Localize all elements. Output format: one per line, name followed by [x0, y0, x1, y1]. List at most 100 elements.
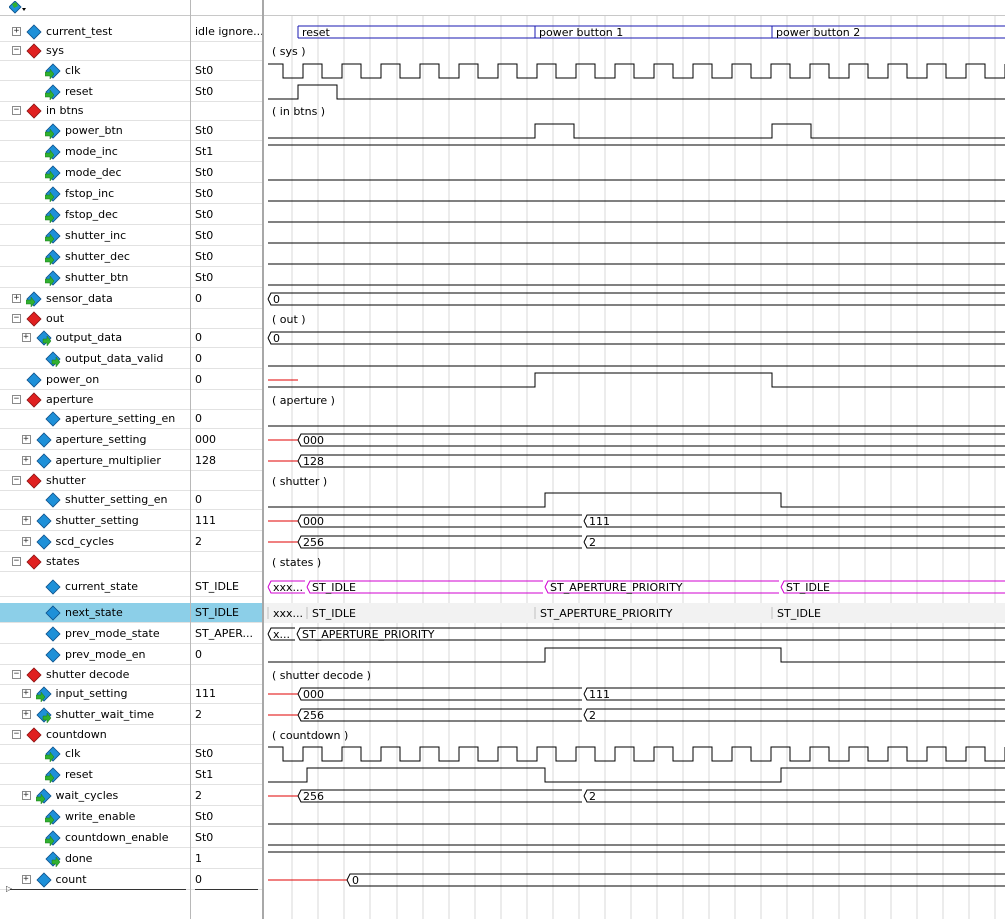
signal-value-row[interactable]: 0 [191, 370, 262, 390]
collapse-icon[interactable]: − [12, 556, 21, 566]
signal-value-row[interactable]: St1 [191, 765, 262, 785]
collapse-icon[interactable]: − [12, 45, 21, 55]
signal-value-row[interactable]: 0 [191, 490, 262, 510]
collapse-icon[interactable]: − [12, 313, 21, 323]
signal-row[interactable]: prev_mode_en [0, 645, 190, 665]
signal-value-row[interactable]: 2 [191, 786, 262, 806]
signal-row[interactable]: next_state [0, 603, 190, 623]
signal-row[interactable]: − out [0, 309, 190, 329]
expand-icon[interactable]: + [21, 790, 31, 800]
waveform-pane[interactable]: reset power button 1 power button 2 ( sys )… [264, 16, 1005, 919]
signal-value-row[interactable]: 0 [191, 409, 262, 429]
signal-value-row[interactable]: St0 [191, 82, 262, 102]
signal-value-row[interactable] [191, 665, 262, 685]
signal-row[interactable]: + aperture_multiplier [0, 451, 190, 471]
signal-row[interactable]: countdown_enable [0, 828, 190, 848]
signal-row[interactable]: power_on [0, 370, 190, 390]
expand-icon[interactable]: + [21, 874, 31, 884]
signal-value-row[interactable] [191, 101, 262, 121]
signal-value-row[interactable]: 128 [191, 451, 262, 471]
signal-row[interactable]: current_state [0, 577, 190, 597]
signal-row[interactable]: − in btns [0, 101, 190, 121]
expand-icon[interactable]: + [21, 709, 31, 719]
expand-icon[interactable]: + [21, 332, 31, 342]
signal-row[interactable]: + count [0, 870, 190, 890]
signal-row[interactable]: + input_setting [0, 684, 190, 704]
signal-row[interactable]: shutter_btn [0, 268, 190, 288]
signal-row[interactable]: prev_mode_state [0, 624, 190, 644]
collapse-icon[interactable]: − [12, 394, 21, 404]
signal-row[interactable]: done [0, 849, 190, 869]
signal-value-row[interactable]: St0 [191, 744, 262, 764]
signal-value-row[interactable]: St0 [191, 184, 262, 204]
signal-row[interactable]: reset [0, 82, 190, 102]
signal-row[interactable]: shutter_setting_en [0, 490, 190, 510]
signal-row[interactable]: mode_inc [0, 142, 190, 162]
signal-row[interactable]: write_enable [0, 807, 190, 827]
signal-row[interactable]: output_data_valid [0, 349, 190, 369]
signal-value-row[interactable]: St1 [191, 142, 262, 162]
signal-row[interactable]: shutter_dec [0, 247, 190, 267]
signal-value-row[interactable]: 111 [191, 511, 262, 531]
signal-row[interactable]: power_btn [0, 121, 190, 141]
signal-value-row[interactable]: ST_IDLE [191, 603, 262, 623]
signal-row[interactable]: aperture_setting_en [0, 409, 190, 429]
column-divider[interactable] [190, 0, 191, 919]
signal-value-row[interactable] [191, 41, 262, 61]
signal-row[interactable]: mode_dec [0, 163, 190, 183]
signal-value-row[interactable] [191, 725, 262, 745]
signal-row[interactable]: + wait_cycles [0, 786, 190, 806]
collapse-icon[interactable]: − [12, 669, 21, 679]
signal-value-row[interactable]: St0 [191, 807, 262, 827]
signal-row[interactable]: reset [0, 765, 190, 785]
signal-value-row[interactable]: St0 [191, 247, 262, 267]
signal-value-row[interactable]: St0 [191, 121, 262, 141]
signal-value-row[interactable] [191, 390, 262, 410]
signal-row[interactable]: fstop_inc [0, 184, 190, 204]
signal-row[interactable]: + sensor_data [0, 289, 190, 309]
signal-row[interactable]: − states [0, 552, 190, 572]
pane-divider[interactable] [262, 0, 264, 919]
signal-row[interactable]: + shutter_wait_time [0, 705, 190, 725]
signal-value-row[interactable]: St0 [191, 61, 262, 81]
signal-row[interactable]: + shutter_setting [0, 511, 190, 531]
signal-row[interactable]: clk [0, 744, 190, 764]
signal-value-row[interactable]: 2 [191, 705, 262, 725]
signal-value-row[interactable]: St0 [191, 226, 262, 246]
signal-value-row[interactable] [191, 471, 262, 491]
expand-icon[interactable]: + [12, 293, 21, 303]
collapse-icon[interactable]: − [12, 105, 21, 115]
collapse-icon[interactable]: − [12, 475, 21, 485]
signal-row[interactable]: + scd_cycles [0, 532, 190, 552]
signal-row[interactable]: − sys [0, 41, 190, 61]
expand-icon[interactable]: + [21, 536, 31, 546]
expand-icon[interactable]: + [21, 515, 31, 525]
signal-row[interactable]: − aperture [0, 390, 190, 410]
signal-row[interactable]: fstop_dec [0, 205, 190, 225]
signal-row[interactable]: − shutter decode [0, 665, 190, 685]
signal-row[interactable]: shutter_inc [0, 226, 190, 246]
signal-row[interactable]: + output_data [0, 328, 190, 348]
signal-value-row[interactable]: 111 [191, 684, 262, 704]
signal-row[interactable]: − shutter [0, 471, 190, 491]
waveform-canvas[interactable]: reset power button 1 power button 2 ( sys )… [264, 16, 1005, 919]
signal-value-row[interactable]: idle ignore... [191, 22, 264, 42]
signal-value-row[interactable]: 2 [191, 532, 262, 552]
signal-value-row[interactable]: 0 [191, 328, 262, 348]
signal-row[interactable]: + current_test [0, 22, 190, 42]
expand-icon[interactable]: + [21, 455, 31, 465]
signal-row[interactable]: clk [0, 61, 190, 81]
signal-value-row[interactable]: St0 [191, 268, 262, 288]
signal-value-row[interactable]: 0 [191, 349, 262, 369]
signal-value-row[interactable]: 000 [191, 430, 262, 450]
signal-value-row[interactable]: 1 [191, 849, 262, 869]
signal-value-row[interactable]: St0 [191, 163, 262, 183]
signal-value-row[interactable] [191, 309, 262, 329]
collapse-icon[interactable]: − [12, 729, 21, 739]
expand-icon[interactable]: + [21, 688, 31, 698]
signal-row[interactable]: + aperture_setting [0, 430, 190, 450]
signal-value-row[interactable]: 0 [191, 289, 262, 309]
signal-value-row[interactable]: 0 [191, 645, 262, 665]
signal-value-row[interactable]: St0 [191, 828, 262, 848]
expand-icon[interactable]: + [21, 434, 31, 444]
